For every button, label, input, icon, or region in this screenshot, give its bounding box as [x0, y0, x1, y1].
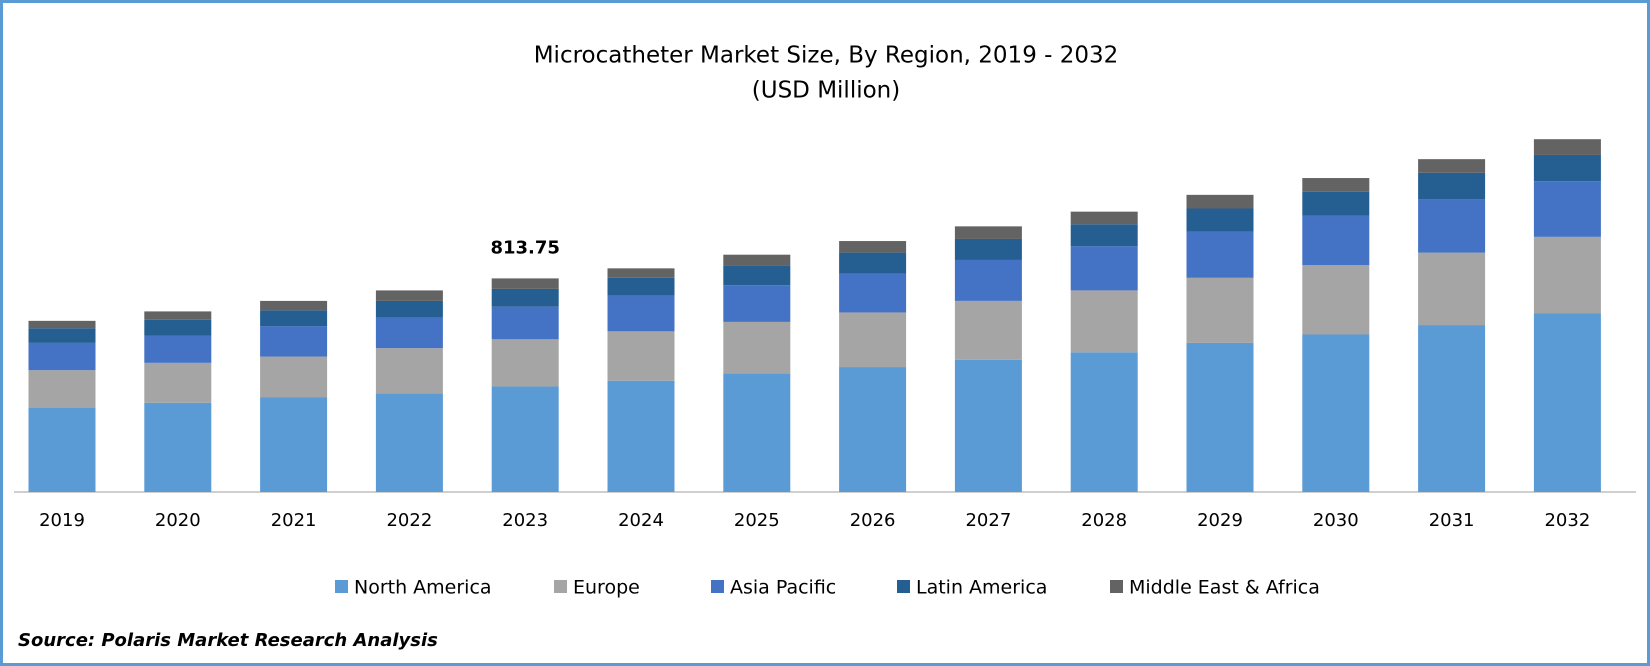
bar-segment: [1302, 178, 1370, 192]
source: Source: Polaris Market Research Analysis: [18, 630, 438, 651]
bar-segment: [607, 331, 675, 381]
bar-segment: [28, 342, 96, 371]
x-tick-label: 2028: [1081, 510, 1127, 531]
bar-segment: [1070, 211, 1138, 225]
x-tick-label: 2020: [155, 510, 201, 531]
bar-segment: [28, 320, 96, 329]
bar-segment: [260, 356, 328, 398]
legend-label: Latin America: [916, 577, 1047, 599]
bar-segment: [607, 277, 675, 296]
bar-segment: [723, 265, 791, 286]
bar-segment: [1302, 191, 1370, 216]
bar-segment: [28, 408, 96, 492]
bar-segment: [375, 348, 443, 394]
bar-segment: [144, 362, 212, 403]
data-label: 813.75: [490, 237, 559, 258]
bar-segment: [1418, 199, 1486, 253]
bar-segment: [1418, 252, 1486, 326]
legend-label: North America: [354, 577, 492, 599]
bar-segment: [375, 317, 443, 349]
bar-segment: [954, 300, 1022, 360]
bar-segment: [1302, 265, 1370, 335]
bar-segment: [491, 339, 559, 387]
bar-segment: [839, 312, 907, 368]
x-tick-label: 2027: [965, 510, 1011, 531]
bar-segment: [1302, 215, 1370, 266]
legend-swatch: [711, 580, 724, 593]
bar-segment: [260, 397, 328, 492]
x-tick-label: 2021: [271, 510, 317, 531]
bar-segment: [1070, 246, 1138, 291]
bar-segment: [28, 370, 96, 408]
bar-segment: [260, 300, 328, 311]
bar-segment: [1418, 325, 1486, 492]
bar-segment: [1186, 342, 1254, 492]
bar-segment: [1533, 236, 1601, 314]
bar-segment: [839, 273, 907, 313]
x-tick-label: 2024: [618, 510, 664, 531]
x-tick-label: 2032: [1544, 510, 1590, 531]
bar-segment: [375, 393, 443, 492]
bar-segment: [1186, 277, 1254, 343]
legend-swatch: [897, 580, 910, 593]
bar-segment: [1533, 139, 1601, 155]
legend-label: Middle East & Africa: [1129, 577, 1320, 599]
bar-segment: [1533, 313, 1601, 492]
bar-segment: [260, 326, 328, 357]
bar-segment: [954, 226, 1022, 239]
bar-segment: [491, 386, 559, 492]
bar-segment: [607, 295, 675, 332]
x-tick-label: 2029: [1197, 510, 1243, 531]
bar-segment: [375, 300, 443, 318]
legend-swatch: [554, 580, 567, 593]
x-tick-label: 2019: [39, 510, 85, 531]
bar-segment: [1533, 181, 1601, 237]
bar-segment: [1418, 159, 1486, 173]
bar-segment: [839, 241, 907, 253]
bar-segment: [954, 359, 1022, 492]
bar-segment: [1070, 290, 1138, 353]
bar-segment: [607, 380, 675, 492]
bar-segment: [144, 335, 212, 363]
x-tick-label: 2026: [850, 510, 896, 531]
bar-segment: [723, 254, 791, 266]
bar-segment: [1070, 352, 1138, 492]
bar-segment: [839, 252, 907, 274]
bar-segment: [1186, 208, 1254, 232]
bar-segment: [144, 402, 212, 492]
bar-segment: [375, 290, 443, 301]
legend-swatch: [335, 580, 348, 593]
x-tick-label: 2031: [1429, 510, 1475, 531]
bar-segment: [1186, 194, 1254, 209]
bar-segment: [723, 285, 791, 322]
bar-segment: [954, 259, 1022, 301]
bar-segment: [1533, 154, 1601, 182]
bar-segment: [839, 367, 907, 492]
legend-label: Europe: [573, 577, 640, 599]
bar-segment: [28, 328, 96, 343]
bar-segment: [491, 278, 559, 289]
bar-segment: [1302, 334, 1370, 492]
x-tick-label: 2023: [502, 510, 548, 531]
bar-segment: [1418, 172, 1486, 200]
chart-subtitle: (USD Million): [752, 78, 900, 104]
legend-label: Asia Pacific: [730, 577, 836, 599]
bar-segment: [491, 306, 559, 340]
bar-segment: [491, 288, 559, 307]
x-tick-label: 2022: [386, 510, 432, 531]
legend-swatch: [1110, 580, 1123, 593]
bar-segment: [723, 373, 791, 492]
bar-segment: [144, 319, 212, 336]
bar-segment: [954, 238, 1022, 260]
bar-segment: [1070, 224, 1138, 247]
chart-title: Microcatheter Market Size, By Region, 20…: [534, 43, 1119, 69]
bar-segment: [260, 310, 328, 327]
bar-segment: [723, 321, 791, 374]
bar-segment: [607, 268, 675, 278]
x-tick-label: 2025: [734, 510, 780, 531]
bar-segment: [1186, 231, 1254, 278]
bar-segment: [144, 311, 212, 320]
x-tick-label: 2030: [1313, 510, 1359, 531]
